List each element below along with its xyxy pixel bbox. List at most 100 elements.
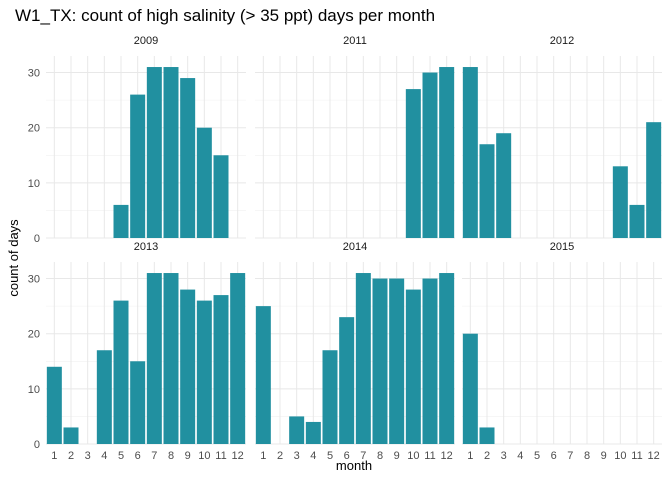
x-tick-label: 7 — [360, 450, 366, 462]
x-tick-label: 11 — [631, 450, 642, 462]
bar-2015-month-2 — [479, 427, 495, 444]
bar-2011-month-10 — [405, 89, 421, 238]
x-tick-label: 7 — [151, 450, 157, 462]
y-axis-label: count of days — [6, 219, 21, 297]
x-tick-label: 3 — [501, 450, 507, 462]
bar-2013-month-5 — [113, 300, 129, 444]
facet-panel-2009: 2009 0 10 20 30 — [28, 35, 246, 245]
facet-panel-2012: 2012 — [462, 35, 662, 239]
x-tick-label: 2 — [68, 450, 74, 462]
facet-strip-label: 2012 — [550, 35, 574, 47]
bar-2009-month-8 — [163, 67, 179, 238]
x-tick-label: 5 — [327, 450, 333, 462]
x-tick-label: 9 — [185, 450, 191, 462]
x-tick-label: 1 — [260, 450, 266, 462]
x-tick-label: 2 — [484, 450, 490, 462]
y-tick-label: 10 — [28, 178, 40, 190]
y-tick-label: 20 — [28, 123, 40, 135]
bar-2014-month-4 — [305, 421, 321, 444]
y-tick-label: 0 — [34, 233, 40, 245]
bar-2012-month-12 — [646, 122, 662, 238]
x-tick-label: 10 — [614, 450, 626, 462]
bar-2009-month-11 — [213, 155, 229, 238]
x-tick-label: 6 — [344, 450, 350, 462]
bar-2014-month-3 — [289, 416, 305, 444]
y-tick-label: 0 — [34, 439, 40, 451]
bar-2012-month-2 — [479, 144, 495, 238]
x-tick-label: 3 — [85, 450, 91, 462]
x-tick-label: 1 — [467, 450, 473, 462]
x-tick-label: 8 — [377, 450, 383, 462]
bar-2013-month-2 — [63, 427, 79, 444]
y-tick-label: 30 — [28, 274, 40, 286]
bar-2011-month-11 — [422, 72, 438, 238]
bar-2014-month-8 — [372, 278, 388, 444]
bar-2013-month-4 — [96, 350, 112, 444]
x-tick-label: 12 — [232, 450, 244, 462]
bar-2013-month-10 — [196, 300, 212, 444]
x-tick-label: 10 — [407, 450, 419, 462]
x-tick-label: 5 — [118, 450, 124, 462]
x-tick-label: 6 — [551, 450, 557, 462]
x-tick-label: 9 — [601, 450, 607, 462]
x-tick-label: 10 — [198, 450, 210, 462]
bar-2014-month-1 — [255, 306, 271, 444]
x-tick-label: 7 — [567, 450, 573, 462]
x-tick-label: 11 — [215, 450, 226, 462]
x-tick-label: 3 — [294, 450, 300, 462]
x-tick-label: 11 — [424, 450, 435, 462]
bar-2014-month-10 — [405, 289, 421, 444]
x-tick-label: 5 — [534, 450, 540, 462]
bar-2009-month-6 — [130, 94, 146, 238]
bar-2013-month-11 — [213, 295, 229, 444]
bar-2012-month-1 — [462, 67, 478, 238]
facet-strip-label: 2009 — [134, 35, 158, 47]
bar-2013-month-9 — [180, 289, 196, 444]
y-tick-label: 20 — [28, 329, 40, 341]
bar-2012-month-10 — [612, 166, 628, 238]
x-tick-label: 8 — [584, 450, 590, 462]
facet-strip-label: 2011 — [343, 35, 367, 47]
bar-2009-month-7 — [146, 67, 162, 238]
bar-2014-month-12 — [439, 273, 455, 444]
chart-title: W1_TX: count of high salinity (> 35 ppt)… — [15, 6, 435, 25]
bar-2013-month-8 — [163, 273, 179, 444]
bar-2014-month-7 — [355, 273, 371, 444]
x-tick-label: 8 — [168, 450, 174, 462]
x-tick-label: 12 — [441, 450, 453, 462]
bar-2013-month-7 — [146, 273, 162, 444]
bar-2013-month-1 — [46, 366, 62, 444]
bar-2012-month-11 — [629, 204, 645, 238]
x-tick-label: 9 — [394, 450, 400, 462]
bar-2009-month-10 — [196, 127, 212, 238]
x-tick-label: 1 — [51, 450, 57, 462]
bar-2015-month-1 — [462, 333, 478, 444]
x-tick-label: 4 — [101, 450, 107, 462]
x-axis-label: month — [336, 458, 372, 473]
bar-2009-month-9 — [180, 78, 196, 238]
bar-2013-month-12 — [230, 273, 246, 444]
bar-2014-month-5 — [322, 350, 338, 444]
x-tick-label: 2 — [277, 450, 283, 462]
bar-2014-month-11 — [422, 278, 438, 444]
y-tick-label: 10 — [28, 384, 40, 396]
facet-strip-label: 2015 — [550, 241, 574, 253]
x-tick-label: 12 — [648, 450, 660, 462]
x-tick-label: 4 — [517, 450, 523, 462]
bar-2014-month-6 — [339, 317, 355, 444]
facet-strip-label: 2014 — [343, 241, 367, 253]
x-tick-label: 4 — [310, 450, 316, 462]
facet-strip-label: 2013 — [134, 241, 158, 253]
bar-2013-month-6 — [130, 361, 146, 444]
bar-2014-month-9 — [389, 278, 405, 444]
bar-2009-month-5 — [113, 204, 129, 238]
bar-2011-month-12 — [439, 67, 455, 238]
facet-panel-2011: 2011 — [255, 35, 455, 239]
x-tick-label: 6 — [135, 450, 141, 462]
